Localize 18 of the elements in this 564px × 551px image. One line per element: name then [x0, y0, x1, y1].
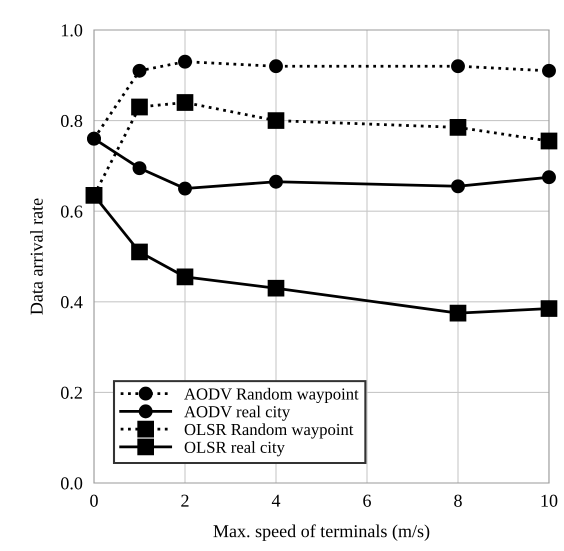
y-tick-label: 0.8	[61, 114, 82, 128]
x-tick-label: 2	[181, 494, 189, 507]
y-tick-label: 0.4	[61, 296, 83, 308]
y-axis-title: Data arrival rate	[30, 198, 43, 315]
legend-label: OLSR Random waypoint	[184, 423, 354, 439]
x-tick-label: 8	[454, 494, 462, 507]
legend-label: AODV real city	[184, 406, 290, 421]
y-tick-label: 1.0	[62, 24, 82, 37]
legend-label: OLSR real city	[184, 441, 285, 456]
y-tick-label: 0.2	[61, 386, 82, 399]
y-tick-label: 0.0	[61, 477, 82, 490]
legend-label: AODV Random waypoint	[184, 388, 359, 404]
x-tick-label: 0	[90, 494, 98, 507]
x-tick-label: 10	[542, 494, 558, 507]
y-tick-label: 0.6	[61, 205, 82, 218]
x-axis-title: Max. speed of terminals (m/s)	[213, 524, 430, 541]
x-tick-label: 4	[272, 494, 280, 507]
x-tick-label: 6	[363, 494, 371, 507]
